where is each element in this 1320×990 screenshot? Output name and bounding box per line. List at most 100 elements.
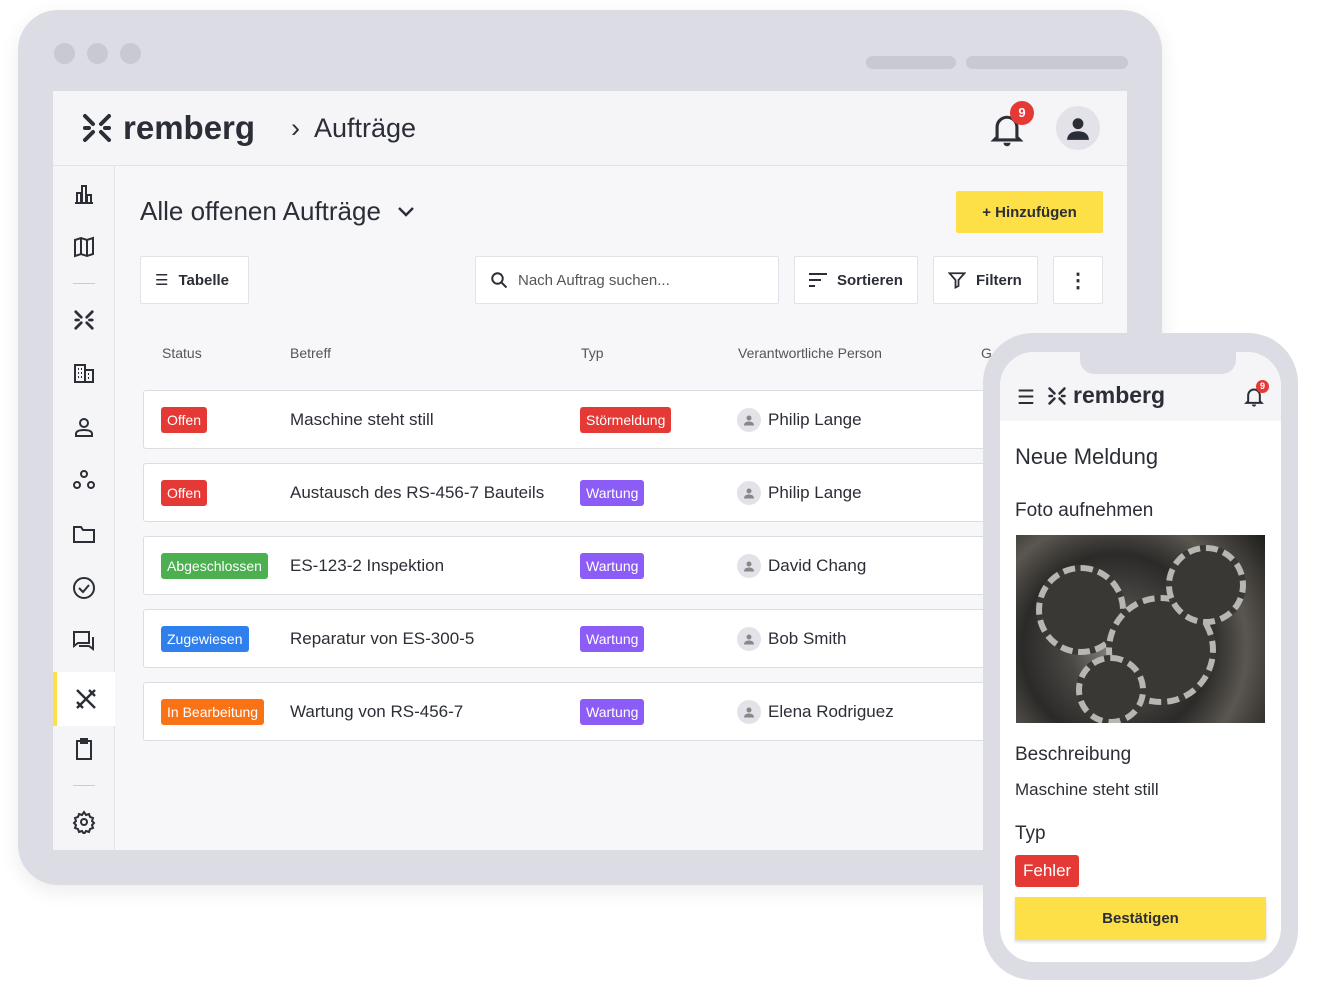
- column-header-truncated[interactable]: G: [981, 345, 992, 361]
- person-name: Elena Rodriguez: [768, 701, 894, 721]
- type-badge: Wartung: [580, 479, 645, 506]
- column-header-person[interactable]: Verantwortliche Person: [738, 345, 882, 361]
- chart-icon: [75, 185, 93, 204]
- sidebar-item-work-orders[interactable]: [53, 672, 115, 726]
- sort-label: Sortieren: [837, 271, 903, 289]
- mobile-logo: remberg: [1047, 382, 1165, 409]
- search-placeholder: Nach Auftrag suchen...: [518, 271, 670, 289]
- remberg-logo-icon: [83, 114, 111, 142]
- sidebar-item-companies[interactable]: [53, 351, 115, 395]
- column-header-type[interactable]: Typ: [581, 345, 604, 361]
- person-avatar-icon: [737, 480, 761, 505]
- window-dot: [87, 43, 108, 64]
- search-input[interactable]: Nach Auftrag suchen...: [475, 256, 779, 304]
- placeholder-bar: [866, 56, 956, 69]
- mobile-title: Neue Meldung: [1015, 444, 1159, 469]
- more-options-button[interactable]: ⋮: [1053, 256, 1103, 304]
- person-name: David Chang: [768, 555, 867, 575]
- notification-badge: 9: [1256, 380, 1269, 393]
- sidebar-item-chat[interactable]: [53, 619, 115, 663]
- person-avatar-icon: [737, 553, 761, 578]
- sidebar-item-contacts[interactable]: [53, 405, 115, 449]
- sidebar-item-checklists[interactable]: [53, 727, 115, 771]
- list-icon: ☰: [155, 272, 169, 289]
- responsible-person: David Chang: [737, 553, 867, 578]
- logo[interactable]: remberg: [81, 109, 255, 147]
- check-circle-icon: [73, 577, 95, 599]
- status-badge: In Bearbeitung: [161, 698, 265, 725]
- sidebar-item-dashboard[interactable]: [53, 172, 115, 216]
- search-icon: [491, 272, 508, 289]
- mobile-brand-name: remberg: [1073, 382, 1166, 408]
- type-badge: Wartung: [580, 625, 645, 652]
- table-row[interactable]: In Bearbeitung Wartung von RS-456-7 Wart…: [143, 682, 1123, 741]
- subject: Maschine steht still: [290, 409, 434, 429]
- confirm-button[interactable]: Bestätigen: [1015, 897, 1266, 940]
- subject: Wartung von RS-456-7: [290, 701, 464, 721]
- view-toggle-button[interactable]: ☰ Tabelle: [140, 256, 249, 304]
- chat-icon: [73, 631, 94, 651]
- view-selector[interactable]: Alle offenen Aufträge: [140, 196, 415, 227]
- photo-label: Foto aufnehmen: [1015, 500, 1154, 521]
- user-icon: [1067, 118, 1089, 140]
- type-chip[interactable]: Fehler: [1015, 855, 1080, 887]
- column-header-subject[interactable]: Betreff: [290, 345, 331, 361]
- window-dot: [54, 43, 75, 64]
- table-row[interactable]: Offen Austausch des RS-456-7 Bauteils Wa…: [143, 463, 1123, 522]
- brand-name: remberg: [123, 109, 256, 146]
- sidebar-item-settings[interactable]: [53, 800, 115, 844]
- view-label: Tabelle: [178, 271, 230, 289]
- table-row[interactable]: Abgeschlossen ES-123-2 Inspektion Wartun…: [143, 536, 1123, 595]
- mobile-screen: ☰ remberg 9 Neue Meldung Foto aufnehmen …: [1000, 352, 1281, 962]
- menu-icon[interactable]: ☰: [1017, 387, 1035, 409]
- notification-badge: 9: [1010, 101, 1034, 125]
- sidebar-item-files[interactable]: [53, 512, 115, 556]
- map-icon: [74, 236, 94, 258]
- user-avatar[interactable]: [1056, 106, 1100, 150]
- chevron-down-icon: [398, 206, 414, 217]
- filter-label: Filtern: [976, 271, 1022, 289]
- type-badge: Wartung: [580, 698, 645, 725]
- gear-icon: [72, 810, 96, 834]
- subject: Austausch des RS-456-7 Bauteils: [290, 482, 545, 502]
- remberg-icon: [74, 310, 94, 330]
- person-icon: [75, 418, 93, 437]
- status-badge: Zugewiesen: [161, 625, 249, 652]
- description-label: Beschreibung: [1015, 744, 1132, 765]
- sidebar-item-assets[interactable]: [53, 458, 115, 502]
- nodes-icon: [73, 470, 95, 489]
- description-value[interactable]: Maschine steht still: [1015, 780, 1159, 799]
- sidebar-item-remberg[interactable]: [53, 298, 115, 342]
- sidebar-item-map[interactable]: [53, 225, 115, 269]
- placeholder-bar: [966, 56, 1128, 69]
- person-avatar-icon: [737, 699, 761, 724]
- page-title: Alle offenen Aufträge: [140, 196, 381, 226]
- window-dot: [120, 43, 141, 64]
- mobile-notifications-button[interactable]: 9: [1244, 380, 1269, 413]
- table-row[interactable]: Offen Maschine steht still Störmeldung P…: [143, 390, 1123, 449]
- phone-notch: [1080, 352, 1236, 374]
- clipboard-icon: [76, 738, 92, 760]
- breadcrumb-current: Aufträge: [314, 113, 417, 143]
- sidebar-item-tasks[interactable]: [53, 566, 115, 610]
- sort-button[interactable]: Sortieren: [794, 256, 918, 304]
- type-badge: Störmeldung: [580, 406, 672, 433]
- folder-icon: [73, 526, 95, 543]
- filter-icon: [948, 272, 966, 289]
- chevron-right-icon: ›: [291, 113, 300, 143]
- filter-button[interactable]: Filtern: [933, 256, 1038, 304]
- type-label: Typ: [1015, 823, 1046, 844]
- person-name: Bob Smith: [768, 628, 847, 648]
- gearbox-photo[interactable]: [1016, 535, 1265, 723]
- notifications-button[interactable]: 9: [990, 101, 1034, 154]
- subject: Reparatur von ES-300-5: [290, 628, 475, 648]
- column-header-status[interactable]: Status: [162, 345, 202, 361]
- table-row[interactable]: Zugewiesen Reparatur von ES-300-5 Wartun…: [143, 609, 1123, 668]
- sidebar: [53, 166, 115, 850]
- tools-icon: [76, 689, 96, 709]
- person-avatar-icon: [737, 407, 761, 432]
- add-button[interactable]: + Hinzufügen: [956, 191, 1103, 233]
- person-avatar-icon: [737, 626, 761, 651]
- building-icon: [74, 364, 94, 383]
- responsible-person: Philip Lange: [737, 407, 862, 432]
